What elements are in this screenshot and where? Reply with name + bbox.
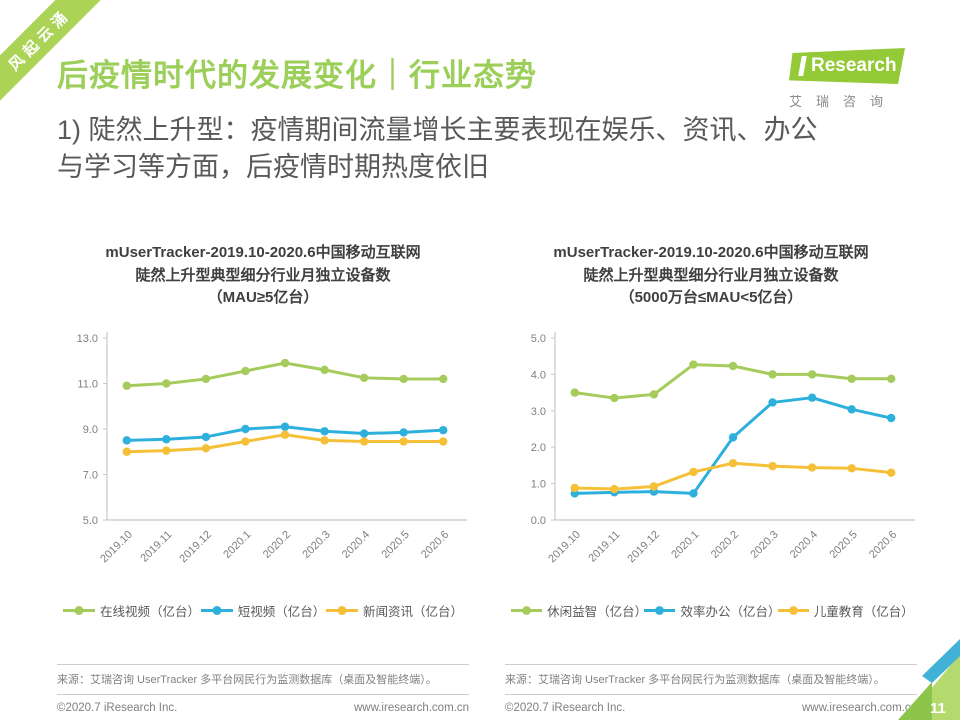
page-subtitle: 1) 陡然上升型：疫情期间流量增长主要表现在娱乐、资讯、办公 与学习等方面，后疫…: [57, 112, 927, 186]
legend-label: 休闲益智（亿台）: [547, 604, 648, 619]
svg-text:7.0: 7.0: [83, 469, 98, 481]
chart-title-line: 陡然上升型典型细分行业月独立设备数: [583, 266, 839, 284]
chart-title-right: mUserTracker-2019.10-2020.6中国移动互联网 陡然上升型…: [505, 242, 917, 310]
legend-item: 短视频（亿台）: [200, 601, 326, 620]
copyright-row: ©2020.7 iResearch Inc. www.iresearch.com…: [505, 694, 917, 714]
subtitle-line-1: 1) 陡然上升型：疫情期间流量增长主要表现在娱乐、资讯、办公: [57, 115, 818, 145]
chart-title-left: mUserTracker-2019.10-2020.6中国移动互联网 陡然上升型…: [57, 242, 469, 310]
logo-subtext: 艾瑞咨询: [789, 91, 905, 110]
svg-text:13.0: 13.0: [77, 333, 98, 345]
legend-item: 休闲益智（亿台）: [511, 601, 648, 620]
svg-text:2.0: 2.0: [531, 442, 546, 454]
legend-label: 效率办公（亿台）: [680, 604, 781, 619]
logo-brand-text: Research: [811, 55, 897, 76]
logo-mark: Research: [789, 48, 905, 84]
page-title: 后疫情时代的发展变化｜行业态势: [57, 58, 537, 93]
logo-dot-icon: [789, 48, 798, 49]
copyright-text: ©2020.7 iResearch Inc.: [505, 702, 626, 714]
copyright-row: ©2020.7 iResearch Inc. www.iresearch.com…: [57, 694, 469, 714]
corner-decoration: 11: [880, 610, 960, 720]
svg-text:2020.3: 2020.3: [300, 528, 332, 560]
svg-text:2019.10: 2019.10: [98, 528, 135, 565]
svg-text:3.0: 3.0: [531, 405, 546, 417]
legend-item: 新闻资讯（亿台）: [325, 601, 463, 620]
svg-text:1.0: 1.0: [531, 478, 546, 490]
legend-label: 儿童教育（亿台）: [813, 604, 914, 619]
svg-text:2020.1: 2020.1: [669, 528, 701, 560]
svg-text:2019.12: 2019.12: [177, 528, 214, 565]
svg-text:2020.2: 2020.2: [261, 528, 293, 560]
svg-text:2020.4: 2020.4: [788, 528, 820, 560]
svg-text:5.0: 5.0: [531, 333, 546, 345]
chart-title-line: （5000万台≤MAU<5亿台）: [619, 289, 803, 306]
corner-triangles: 11: [898, 639, 960, 720]
footer: 来源：艾瑞咨询 UserTracker 多平台网民行为监测数据库（桌面及智能终端…: [57, 664, 917, 714]
line-chart-right: 0.0 1.0 2.0 3.0 4.0 5.0 2019.10 2019.11 2019.12 2…: [505, 324, 917, 587]
svg-text:2020.5: 2020.5: [828, 528, 860, 560]
page-number: 11: [930, 700, 946, 717]
svg-text:2020.5: 2020.5: [380, 528, 412, 560]
iresearch-logo: Research 艾瑞咨询: [789, 48, 905, 110]
footer-col-right: 来源：艾瑞咨询 UserTracker 多平台网民行为监测数据库（桌面及智能终端…: [505, 664, 917, 714]
source-note: 来源：艾瑞咨询 UserTracker 多平台网民行为监测数据库（桌面及智能终端…: [505, 674, 885, 686]
legend-label: 在线视频（亿台）: [100, 604, 201, 619]
chart-title-line: （MAU≥5亿台）: [207, 289, 319, 306]
chart-title-line: 陡然上升型典型细分行业月独立设备数: [135, 266, 391, 284]
svg-text:5.0: 5.0: [83, 515, 98, 527]
logo-i-stem: [798, 56, 807, 76]
chart-title-line: mUserTracker-2019.10-2020.6中国移动互联网: [105, 244, 421, 261]
copyright-text: ©2020.7 iResearch Inc.: [57, 702, 178, 714]
svg-text:4.0: 4.0: [531, 369, 546, 381]
chart-legend-right: 休闲益智（亿台） 效率办公（亿台） 儿童教育（亿台）: [505, 599, 917, 620]
line-chart-left: 5.0 7.0 9.0 11.0 13.0 2019.10 2019.11 2019.12 20…: [57, 324, 469, 587]
website-link[interactable]: www.iresearch.com.cn: [353, 702, 469, 714]
svg-text:9.0: 9.0: [83, 424, 98, 436]
logo-subtext-chars: 艾瑞咨询: [789, 94, 898, 109]
chart-title-line: mUserTracker-2019.10-2020.6中国移动互联网: [553, 244, 869, 261]
website-link[interactable]: www.iresearch.com.cn: [801, 702, 917, 714]
svg-text:2020.6: 2020.6: [419, 528, 451, 560]
legend-item: 在线视频（亿台）: [63, 601, 200, 620]
legend-label: 短视频（亿台）: [237, 604, 326, 619]
charts-section: mUserTracker-2019.10-2020.6中国移动互联网 陡然上升型…: [57, 242, 917, 620]
chart-legend-left: 在线视频（亿台） 短视频（亿台） 新闻资讯（亿台）: [57, 599, 469, 620]
subtitle-line-2: 与学习等方面，后疫情时期热度依旧: [57, 152, 489, 182]
svg-text:2020.2: 2020.2: [709, 528, 741, 560]
chart-block-right: mUserTracker-2019.10-2020.6中国移动互联网 陡然上升型…: [505, 242, 917, 620]
svg-text:11.0: 11.0: [77, 378, 98, 390]
svg-text:2020.3: 2020.3: [748, 528, 780, 560]
legend-item: 效率办公（亿台）: [644, 601, 781, 620]
svg-text:2019.11: 2019.11: [586, 528, 622, 564]
svg-text:2019.12: 2019.12: [625, 528, 662, 565]
svg-text:2020.6: 2020.6: [867, 528, 899, 560]
legend-label: 新闻资讯（亿台）: [362, 604, 463, 619]
footer-col-left: 来源：艾瑞咨询 UserTracker 多平台网民行为监测数据库（桌面及智能终端…: [57, 664, 469, 714]
svg-text:2020.4: 2020.4: [340, 528, 372, 560]
legend-item: 儿童教育（亿台）: [777, 601, 914, 620]
chart-block-left: mUserTracker-2019.10-2020.6中国移动互联网 陡然上升型…: [57, 242, 469, 620]
svg-text:0.0: 0.0: [531, 515, 546, 527]
svg-text:2020.1: 2020.1: [221, 528, 253, 560]
svg-text:2019.10: 2019.10: [546, 528, 583, 565]
source-note: 来源：艾瑞咨询 UserTracker 多平台网民行为监测数据库（桌面及智能终端…: [57, 674, 437, 686]
svg-text:2019.11: 2019.11: [138, 528, 174, 564]
